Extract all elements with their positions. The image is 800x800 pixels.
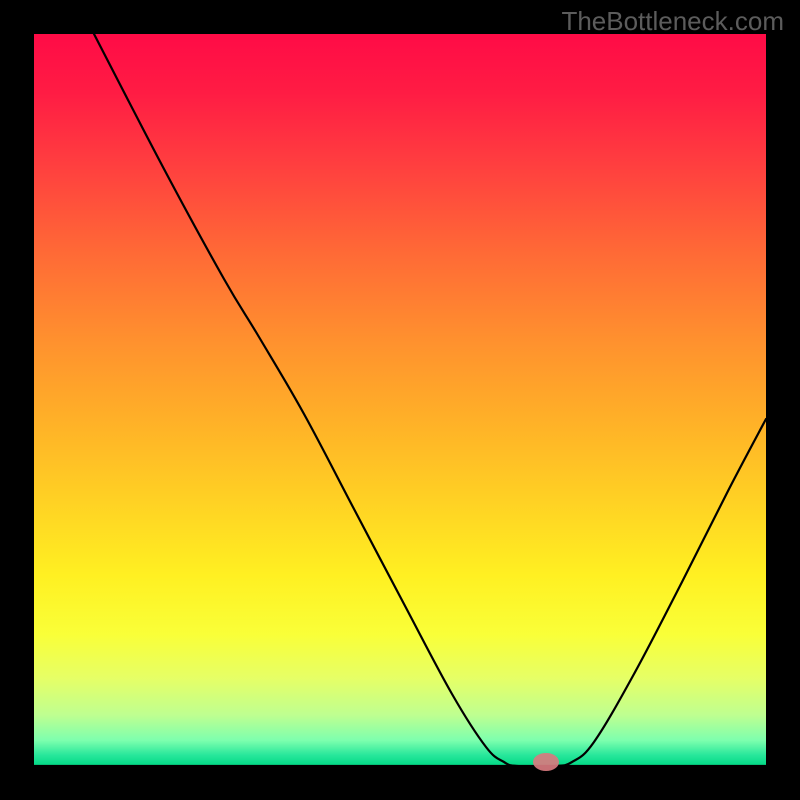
chart-frame: TheBottleneck.com	[0, 0, 800, 800]
optimum-marker	[533, 753, 559, 771]
plot-area	[34, 34, 766, 771]
plot-background	[34, 34, 766, 766]
bottleneck-curve-chart	[0, 0, 800, 800]
